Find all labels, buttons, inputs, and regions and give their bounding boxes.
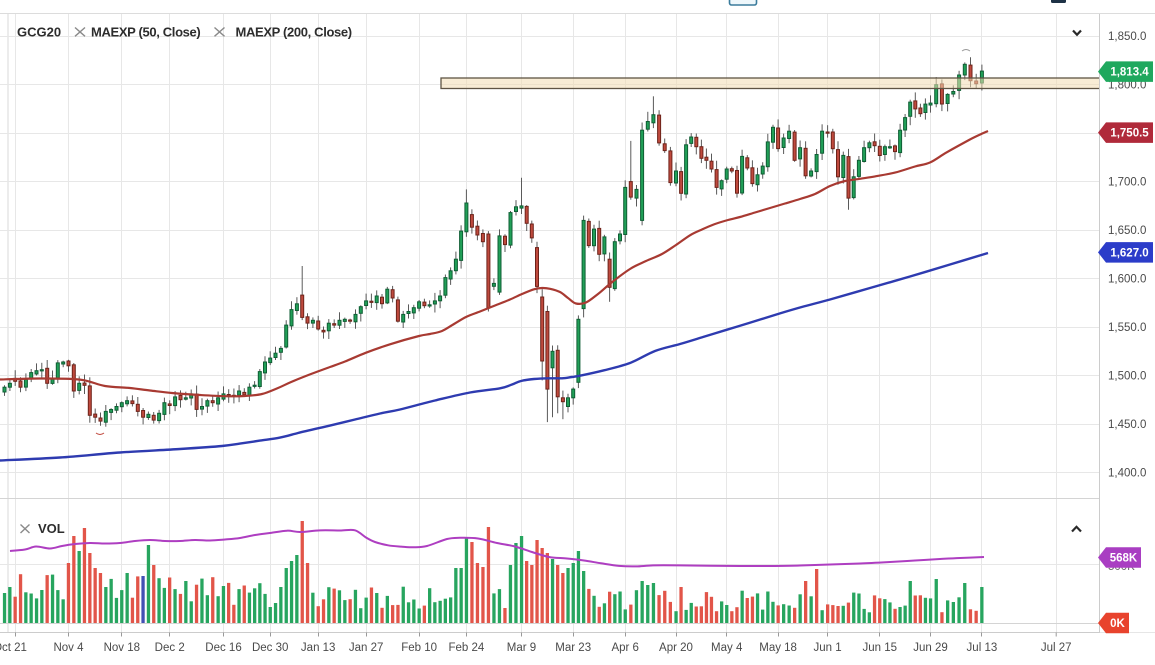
svg-text:Feb 24: Feb 24 — [448, 642, 484, 654]
svg-text:Dec 30: Dec 30 — [252, 642, 288, 654]
svg-text:Jun 1: Jun 1 — [814, 642, 842, 654]
svg-text:Feb 10: Feb 10 — [401, 642, 437, 654]
svg-text:Dec 16: Dec 16 — [205, 642, 241, 654]
svg-text:Oct 21: Oct 21 — [0, 642, 27, 654]
svg-text:1,450.0: 1,450.0 — [1108, 419, 1146, 431]
svg-text:Jun 29: Jun 29 — [913, 642, 948, 654]
svg-text:1,750.5: 1,750.5 — [1110, 128, 1149, 140]
svg-text:May 4: May 4 — [711, 642, 743, 654]
svg-text:Nov 4: Nov 4 — [53, 642, 84, 654]
svg-text:Jun 15: Jun 15 — [863, 642, 898, 654]
svg-text:1,650.0: 1,650.0 — [1108, 225, 1146, 237]
svg-text:Mar 23: Mar 23 — [555, 642, 591, 654]
svg-text:1,700.0: 1,700.0 — [1108, 177, 1146, 189]
svg-text:Dec 2: Dec 2 — [155, 642, 185, 654]
svg-text:1,813.4: 1,813.4 — [1110, 67, 1149, 79]
svg-text:May 18: May 18 — [759, 642, 797, 654]
svg-text:Jul 27: Jul 27 — [1041, 642, 1072, 654]
svg-text:0K: 0K — [1110, 618, 1125, 630]
svg-text:Mar 9: Mar 9 — [507, 642, 536, 654]
svg-text:1,600.0: 1,600.0 — [1108, 274, 1146, 286]
svg-text:1,627.0: 1,627.0 — [1110, 247, 1148, 259]
svg-text:Jul 13: Jul 13 — [967, 642, 998, 654]
svg-text:MAEXP (50, Close): MAEXP (50, Close) — [91, 24, 200, 39]
svg-text:VOL: VOL — [38, 521, 65, 536]
svg-text:1,850.0: 1,850.0 — [1108, 31, 1146, 43]
svg-text:1,550.0: 1,550.0 — [1108, 322, 1146, 334]
svg-text:Apr 20: Apr 20 — [659, 642, 693, 654]
svg-text:Apr 6: Apr 6 — [611, 642, 639, 654]
svg-text:1,500.0: 1,500.0 — [1108, 371, 1146, 383]
svg-text:1,800.0: 1,800.0 — [1108, 80, 1146, 92]
svg-text:GCG20: GCG20 — [17, 24, 61, 39]
svg-text:Jan 27: Jan 27 — [349, 642, 384, 654]
svg-text:568K: 568K — [1110, 553, 1138, 565]
svg-text:Nov 18: Nov 18 — [104, 642, 140, 654]
svg-text:1,400.0: 1,400.0 — [1108, 468, 1146, 480]
svg-text:Jan 13: Jan 13 — [301, 642, 336, 654]
svg-text:MAEXP (200, Close): MAEXP (200, Close) — [236, 24, 352, 39]
